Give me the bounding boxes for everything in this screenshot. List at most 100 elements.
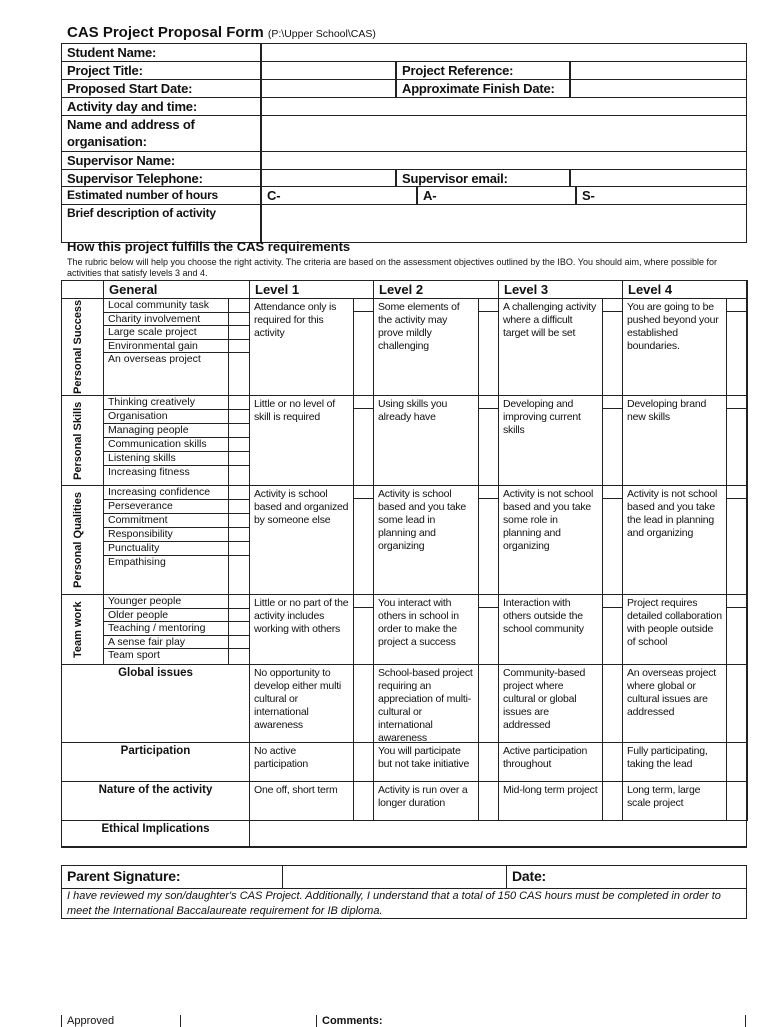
- general-item-checkbox[interactable]: [228, 396, 249, 410]
- general-item-checkbox[interactable]: [228, 514, 249, 528]
- finish-date-label: Approximate Finish Date:: [396, 79, 570, 98]
- approved-field[interactable]: [180, 1015, 181, 1027]
- hours-a-field[interactable]: A-: [417, 186, 576, 205]
- header-level-2: Level 2: [373, 280, 499, 299]
- organisation-field[interactable]: [261, 115, 747, 152]
- level-2-description: Some elements of the activity may prove …: [373, 298, 479, 396]
- level-4-checkbox[interactable]: [726, 781, 748, 821]
- parent-date-field[interactable]: Date:: [507, 866, 746, 889]
- general-item-checkbox[interactable]: [228, 649, 249, 663]
- general-item-checkbox[interactable]: [228, 608, 249, 622]
- general-item-checkbox[interactable]: [228, 556, 249, 570]
- level-3-checkbox[interactable]: [602, 485, 623, 595]
- level-3-checkbox[interactable]: [602, 742, 623, 782]
- header-level-4: Level 4: [622, 280, 748, 299]
- level-4-checkbox[interactable]: [726, 664, 748, 743]
- level-1-checkbox[interactable]: [353, 664, 374, 743]
- level-2-checkbox[interactable]: [478, 485, 499, 595]
- general-item-checkbox[interactable]: [228, 339, 249, 353]
- category-label: Global issues: [61, 664, 250, 743]
- level-4-description: Long term, large scale project: [622, 781, 727, 821]
- checkbox-divider: [478, 498, 499, 499]
- project-title-field[interactable]: [261, 61, 396, 80]
- student-name-field[interactable]: [261, 43, 747, 62]
- header-level-1: Level 1: [249, 280, 374, 299]
- level-4-checkbox[interactable]: [726, 594, 748, 665]
- supervisor-name-field[interactable]: [261, 151, 747, 170]
- level-2-checkbox[interactable]: [478, 298, 499, 396]
- general-item-checkbox[interactable]: [228, 452, 249, 466]
- finish-date-field[interactable]: [570, 79, 747, 98]
- level-1-checkbox[interactable]: [353, 742, 374, 782]
- level-3-checkbox[interactable]: [602, 781, 623, 821]
- parent-statement: I have reviewed my son/daughter's CAS Pr…: [67, 890, 721, 917]
- level-2-description: Using skills you already have: [373, 395, 479, 486]
- level-1-checkbox[interactable]: [353, 298, 374, 396]
- hours-s-field[interactable]: S-: [576, 186, 747, 205]
- general-item: Communication skills: [104, 438, 229, 452]
- supervisor-email-field[interactable]: [570, 169, 747, 187]
- general-item-checkbox[interactable]: [228, 438, 249, 452]
- level-2-checkbox[interactable]: [478, 781, 499, 821]
- header-level-3: Level 3: [498, 280, 623, 299]
- level-2-checkbox[interactable]: [478, 664, 499, 743]
- level-4-checkbox[interactable]: [726, 742, 748, 782]
- general-item: Charity involvement: [104, 313, 229, 326]
- project-reference-field[interactable]: [570, 61, 747, 80]
- general-item-checkbox[interactable]: [228, 312, 249, 326]
- general-item-checkbox[interactable]: [228, 299, 249, 313]
- general-item: Organisation: [104, 410, 229, 424]
- ethical-implications-field[interactable]: [249, 820, 747, 848]
- level-2-description: Activity is run over a longer duration: [373, 781, 479, 821]
- general-item-checkbox[interactable]: [228, 486, 249, 500]
- level-3-description: Active participation throughout: [498, 742, 603, 782]
- divider: [228, 594, 229, 664]
- description-field[interactable]: [261, 204, 747, 243]
- general-item-checkbox[interactable]: [228, 595, 249, 609]
- level-1-checkbox[interactable]: [353, 594, 374, 665]
- level-4-description: Activity is not school based and you tak…: [622, 485, 727, 595]
- category-label: Personal Skills: [61, 395, 104, 486]
- general-item: Team sport: [108, 649, 160, 661]
- general-item-checkbox[interactable]: [228, 500, 249, 514]
- hours-label: Estimated number of hours: [61, 186, 261, 205]
- level-4-checkbox[interactable]: [726, 485, 748, 595]
- activity-day-field[interactable]: [261, 97, 747, 116]
- general-item-checkbox[interactable]: [228, 424, 249, 438]
- general-item: Younger people: [104, 595, 229, 609]
- general-item-checkbox[interactable]: [228, 528, 249, 542]
- level-2-description: School-based project requiring an apprec…: [373, 664, 479, 744]
- organisation-label: Name and address of organisation:: [61, 115, 261, 152]
- level-2-checkbox[interactable]: [478, 742, 499, 782]
- level-3-checkbox[interactable]: [602, 298, 623, 396]
- level-2-description: Activity is school based and you take so…: [373, 485, 479, 595]
- parent-signature-field[interactable]: [283, 866, 507, 889]
- level-3-checkbox[interactable]: [602, 664, 623, 743]
- approved-label: Approved: [61, 1015, 114, 1027]
- header-general: General: [103, 280, 250, 299]
- level-1-checkbox[interactable]: [353, 485, 374, 595]
- start-date-field[interactable]: [261, 79, 396, 98]
- general-item-checkbox[interactable]: [228, 622, 249, 636]
- level-1-checkbox[interactable]: [353, 781, 374, 821]
- supervisor-name-label: Supervisor Name:: [61, 151, 261, 170]
- general-item-checkbox[interactable]: [228, 466, 249, 480]
- general-item: Commitment: [104, 514, 229, 528]
- checkbox-divider: [478, 408, 499, 409]
- level-4-checkbox[interactable]: [726, 298, 748, 396]
- checkbox-divider: [726, 498, 748, 499]
- category-label: Personal Success: [61, 298, 104, 396]
- supervisor-phone-field[interactable]: [261, 169, 396, 187]
- general-item-checkbox[interactable]: [228, 542, 249, 556]
- level-3-checkbox[interactable]: [602, 594, 623, 665]
- activity-day-label: Activity day and time:: [61, 97, 261, 116]
- checkbox-divider: [353, 408, 374, 409]
- general-item-checkbox[interactable]: [228, 635, 249, 649]
- general-item: Managing people: [104, 424, 229, 438]
- general-item-checkbox[interactable]: [228, 410, 249, 424]
- start-date-label: Proposed Start Date:: [61, 79, 261, 98]
- hours-c-field[interactable]: C-: [261, 186, 417, 205]
- general-item-checkbox[interactable]: [228, 353, 249, 367]
- general-item-checkbox[interactable]: [228, 326, 249, 340]
- level-2-checkbox[interactable]: [478, 594, 499, 665]
